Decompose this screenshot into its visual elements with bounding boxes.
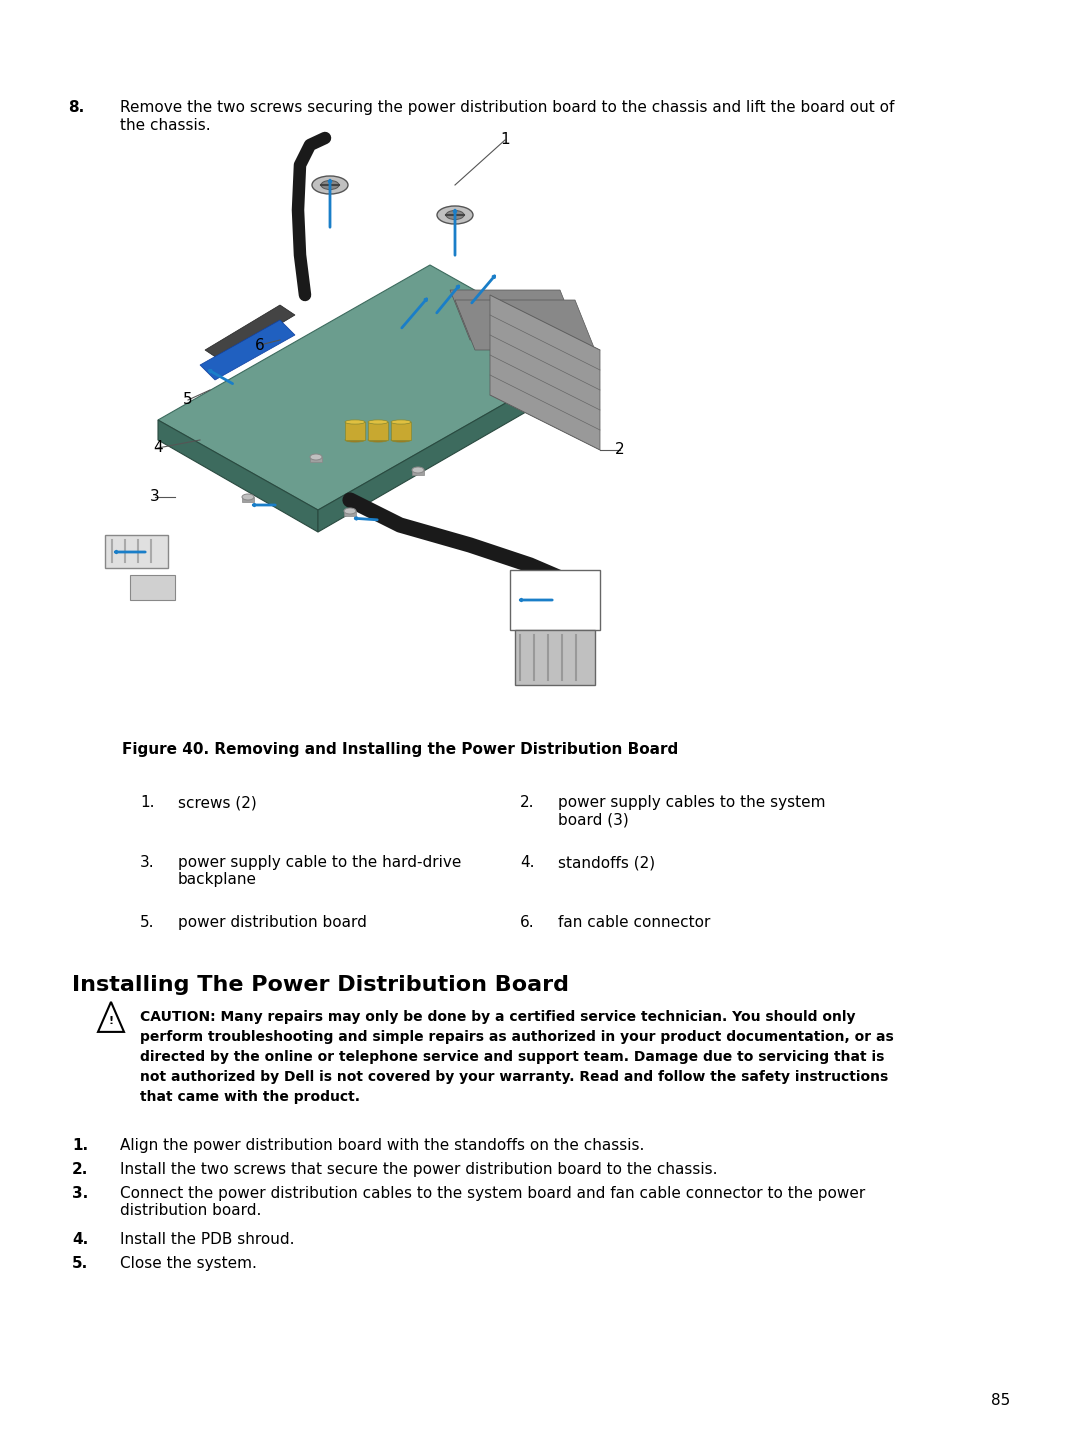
Text: Install the PDB shroud.: Install the PDB shroud. <box>120 1232 295 1248</box>
Text: 4.: 4. <box>519 855 535 870</box>
Text: 2: 2 <box>616 443 625 457</box>
Text: perform troubleshooting and simple repairs as authorized in your product documen: perform troubleshooting and simple repai… <box>140 1030 894 1044</box>
Text: 2.: 2. <box>519 794 535 810</box>
Text: 5.: 5. <box>72 1256 89 1271</box>
Text: 6: 6 <box>255 337 265 353</box>
Text: fan cable connector: fan cable connector <box>558 915 711 931</box>
Polygon shape <box>455 300 595 350</box>
Text: the chassis.: the chassis. <box>120 118 211 133</box>
Text: 4.: 4. <box>72 1232 89 1248</box>
Text: standoffs (2): standoffs (2) <box>558 855 656 870</box>
Ellipse shape <box>312 176 348 194</box>
Polygon shape <box>130 575 175 599</box>
Text: 1: 1 <box>500 132 510 148</box>
Polygon shape <box>515 630 595 685</box>
Text: CAUTION: Many repairs may only be done by a certified service technician. You sh: CAUTION: Many repairs may only be done b… <box>140 1010 855 1024</box>
Ellipse shape <box>321 181 339 189</box>
Text: screws (2): screws (2) <box>178 794 257 810</box>
Text: Align the power distribution board with the standoffs on the chassis.: Align the power distribution board with … <box>120 1139 645 1153</box>
Text: that came with the product.: that came with the product. <box>140 1090 360 1104</box>
Polygon shape <box>450 290 580 340</box>
Polygon shape <box>310 457 322 462</box>
Ellipse shape <box>368 420 388 424</box>
Text: 3.: 3. <box>72 1186 89 1202</box>
Polygon shape <box>242 498 254 502</box>
Text: 3: 3 <box>150 489 160 505</box>
Ellipse shape <box>345 437 365 442</box>
Text: 8.: 8. <box>68 100 84 115</box>
Polygon shape <box>345 511 356 516</box>
Ellipse shape <box>391 437 411 442</box>
Text: 6.: 6. <box>519 915 535 931</box>
Text: Figure 40. Removing and Installing the Power Distribution Board: Figure 40. Removing and Installing the P… <box>122 741 678 757</box>
Text: 5.: 5. <box>140 915 154 931</box>
Text: 1.: 1. <box>140 794 154 810</box>
Text: 5: 5 <box>184 393 193 407</box>
Text: !: ! <box>108 1015 113 1025</box>
Text: 3.: 3. <box>140 855 154 870</box>
Text: 85: 85 <box>990 1392 1010 1408</box>
Polygon shape <box>158 420 318 532</box>
Text: not authorized by Dell is not covered by your warranty. Read and follow the safe: not authorized by Dell is not covered by… <box>140 1070 888 1084</box>
Text: power supply cable to the hard-drive
backplane: power supply cable to the hard-drive bac… <box>178 855 461 888</box>
Polygon shape <box>391 422 411 440</box>
Ellipse shape <box>242 493 254 500</box>
Polygon shape <box>510 569 600 630</box>
Text: 1.: 1. <box>72 1139 89 1153</box>
Text: Connect the power distribution cables to the system board and fan cable connecto: Connect the power distribution cables to… <box>120 1186 865 1219</box>
Text: 4: 4 <box>153 440 163 456</box>
Text: Close the system.: Close the system. <box>120 1256 257 1271</box>
Polygon shape <box>205 305 295 360</box>
Polygon shape <box>368 422 388 440</box>
Ellipse shape <box>345 420 365 424</box>
Text: directed by the online or telephone service and support team. Damage due to serv: directed by the online or telephone serv… <box>140 1050 885 1064</box>
Ellipse shape <box>391 420 411 424</box>
Ellipse shape <box>310 455 322 460</box>
Text: 2.: 2. <box>72 1162 89 1177</box>
Text: Install the two screws that secure the power distribution board to the chassis.: Install the two screws that secure the p… <box>120 1162 717 1177</box>
Polygon shape <box>158 265 590 511</box>
Polygon shape <box>345 422 365 440</box>
Ellipse shape <box>411 467 424 473</box>
Ellipse shape <box>437 206 473 224</box>
Text: Remove the two screws securing the power distribution board to the chassis and l: Remove the two screws securing the power… <box>120 100 894 115</box>
Text: Installing The Power Distribution Board: Installing The Power Distribution Board <box>72 975 569 995</box>
Polygon shape <box>105 535 168 568</box>
Text: power supply cables to the system
board (3): power supply cables to the system board … <box>558 794 825 827</box>
Text: power distribution board: power distribution board <box>178 915 367 931</box>
Ellipse shape <box>368 437 388 442</box>
Ellipse shape <box>345 508 356 513</box>
Polygon shape <box>318 356 590 532</box>
Polygon shape <box>490 295 600 450</box>
Polygon shape <box>411 470 424 475</box>
Polygon shape <box>200 320 295 380</box>
Ellipse shape <box>446 211 464 219</box>
